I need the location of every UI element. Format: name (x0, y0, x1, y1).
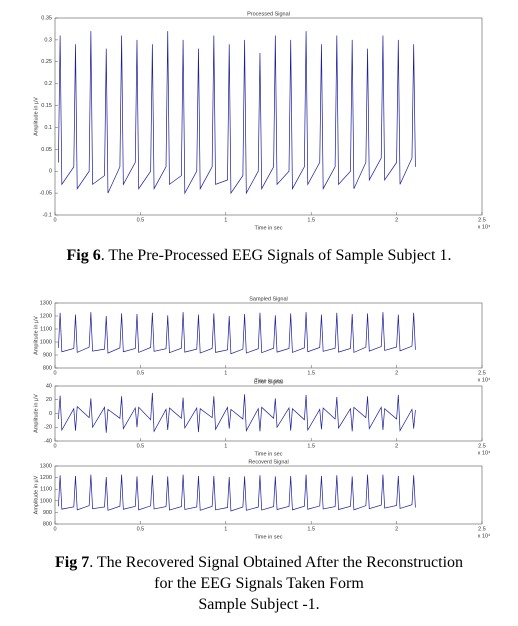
y-axis-label: Amplitude in µV (33, 97, 39, 136)
y-tick-label: -0.05 (39, 191, 52, 197)
plot-area (54, 17, 483, 216)
y-tick-label: 800 (43, 521, 52, 527)
chart-title: Processed Signal (247, 11, 290, 17)
chart-title: Recoverd Signal (248, 459, 288, 465)
x-tick-label: 1.5 (307, 370, 315, 376)
y-tick-label: 0.3 (44, 37, 52, 43)
x-multiplier: x 10⁴ (478, 223, 491, 230)
x-tick-label: 2.5 (478, 370, 486, 376)
y-tick-label: 0.05 (41, 147, 52, 153)
y-tick-label: 1000 (40, 339, 52, 345)
x-tick-label: 0.5 (137, 526, 145, 532)
x-tick-label: 2 (395, 526, 398, 532)
x-tick-label: 0.5 (137, 217, 145, 223)
y-tick-label: 1200 (40, 313, 52, 319)
caption-text: Sample Subject -1. (198, 596, 319, 613)
y-tick-label: 0.35 (41, 15, 52, 21)
y-tick-label: 20 (46, 397, 52, 403)
y-tick-label: 0.1 (44, 125, 52, 131)
y-tick-label: 900 (43, 352, 52, 358)
signal-line (58, 474, 416, 512)
y-tick-label: -20 (44, 425, 52, 431)
caption-label: Fig 7 (55, 554, 89, 571)
caption: Fig 6. The Pre-Processed EEG Signals of … (67, 247, 452, 264)
y-axis-label: Amplitude in µV (33, 475, 39, 514)
plot-area (54, 302, 483, 369)
x-tick-label: 1 (224, 526, 227, 532)
y-axis-label: Amplitude in µV (33, 316, 39, 355)
y-tick-label: -0.1 (43, 212, 52, 218)
caption-label: Fig 6 (67, 247, 101, 264)
y-tick-label: 1100 (40, 487, 52, 493)
x-tick-label: 0 (53, 443, 56, 449)
x-tick-label: 1 (224, 217, 227, 223)
y-tick-label: 1000 (40, 498, 52, 504)
signal-line (58, 312, 416, 355)
x-tick-label: 2.5 (478, 443, 486, 449)
x-multiplier: x 10⁴ (478, 376, 491, 383)
caption-text: for the EEG Signals Taken Form (154, 575, 364, 592)
plot-area (54, 465, 483, 525)
signal-line (58, 392, 416, 433)
caption-text: . The Recovered Signal Obtained After th… (89, 554, 463, 571)
y-tick-label: 1300 (40, 300, 52, 306)
x-multiplier: x 10⁴ (478, 532, 491, 539)
x-axis-label: Time in sec (255, 451, 283, 457)
x-tick-label: 0.5 (137, 370, 145, 376)
chart-title: Sampled Signal (249, 296, 288, 302)
y-tick-label: 1300 (40, 463, 52, 469)
y-tick-label: 800 (43, 365, 52, 371)
x-axis-label: Time in sec (255, 378, 283, 384)
signal-line (58, 31, 416, 195)
x-tick-label: 2 (395, 443, 398, 449)
x-tick-label: 1.5 (307, 443, 315, 449)
x-tick-label: 2 (395, 217, 398, 223)
chart-title: Error Signal (254, 379, 283, 385)
x-tick-label: 0.5 (137, 443, 145, 449)
y-tick-label: 0 (49, 169, 52, 175)
x-tick-label: 1 (224, 443, 227, 449)
x-tick-label: 2 (395, 370, 398, 376)
y-tick-label: -40 (44, 438, 52, 444)
x-axis-label: Time in sec (255, 534, 283, 540)
x-tick-label: 0 (53, 370, 56, 376)
x-multiplier: x 10⁴ (478, 449, 491, 456)
y-tick-label: 0 (49, 411, 52, 417)
x-tick-label: 1.5 (307, 217, 315, 223)
x-tick-label: 0 (53, 526, 56, 532)
y-tick-label: 40 (46, 383, 52, 389)
x-tick-label: 0 (53, 217, 56, 223)
y-tick-label: 1100 (40, 326, 52, 332)
y-tick-label: 1200 (40, 475, 52, 481)
x-axis-label: Time in sec (255, 225, 283, 231)
y-tick-label: 0.25 (41, 59, 52, 65)
x-tick-label: 1 (224, 370, 227, 376)
y-tick-label: 900 (43, 510, 52, 516)
y-tick-label: 0.2 (44, 81, 52, 87)
x-tick-label: 1.5 (307, 526, 315, 532)
caption: Fig 7. The Recovered Signal Obtained Aft… (55, 554, 463, 571)
x-tick-label: 2.5 (478, 526, 486, 532)
caption-text: . The Pre-Processed EEG Signals of Sampl… (101, 247, 452, 264)
y-axis-label: Amplitude in µV (33, 394, 39, 433)
x-tick-label: 2.5 (478, 217, 486, 223)
y-tick-label: 0.15 (41, 103, 52, 109)
